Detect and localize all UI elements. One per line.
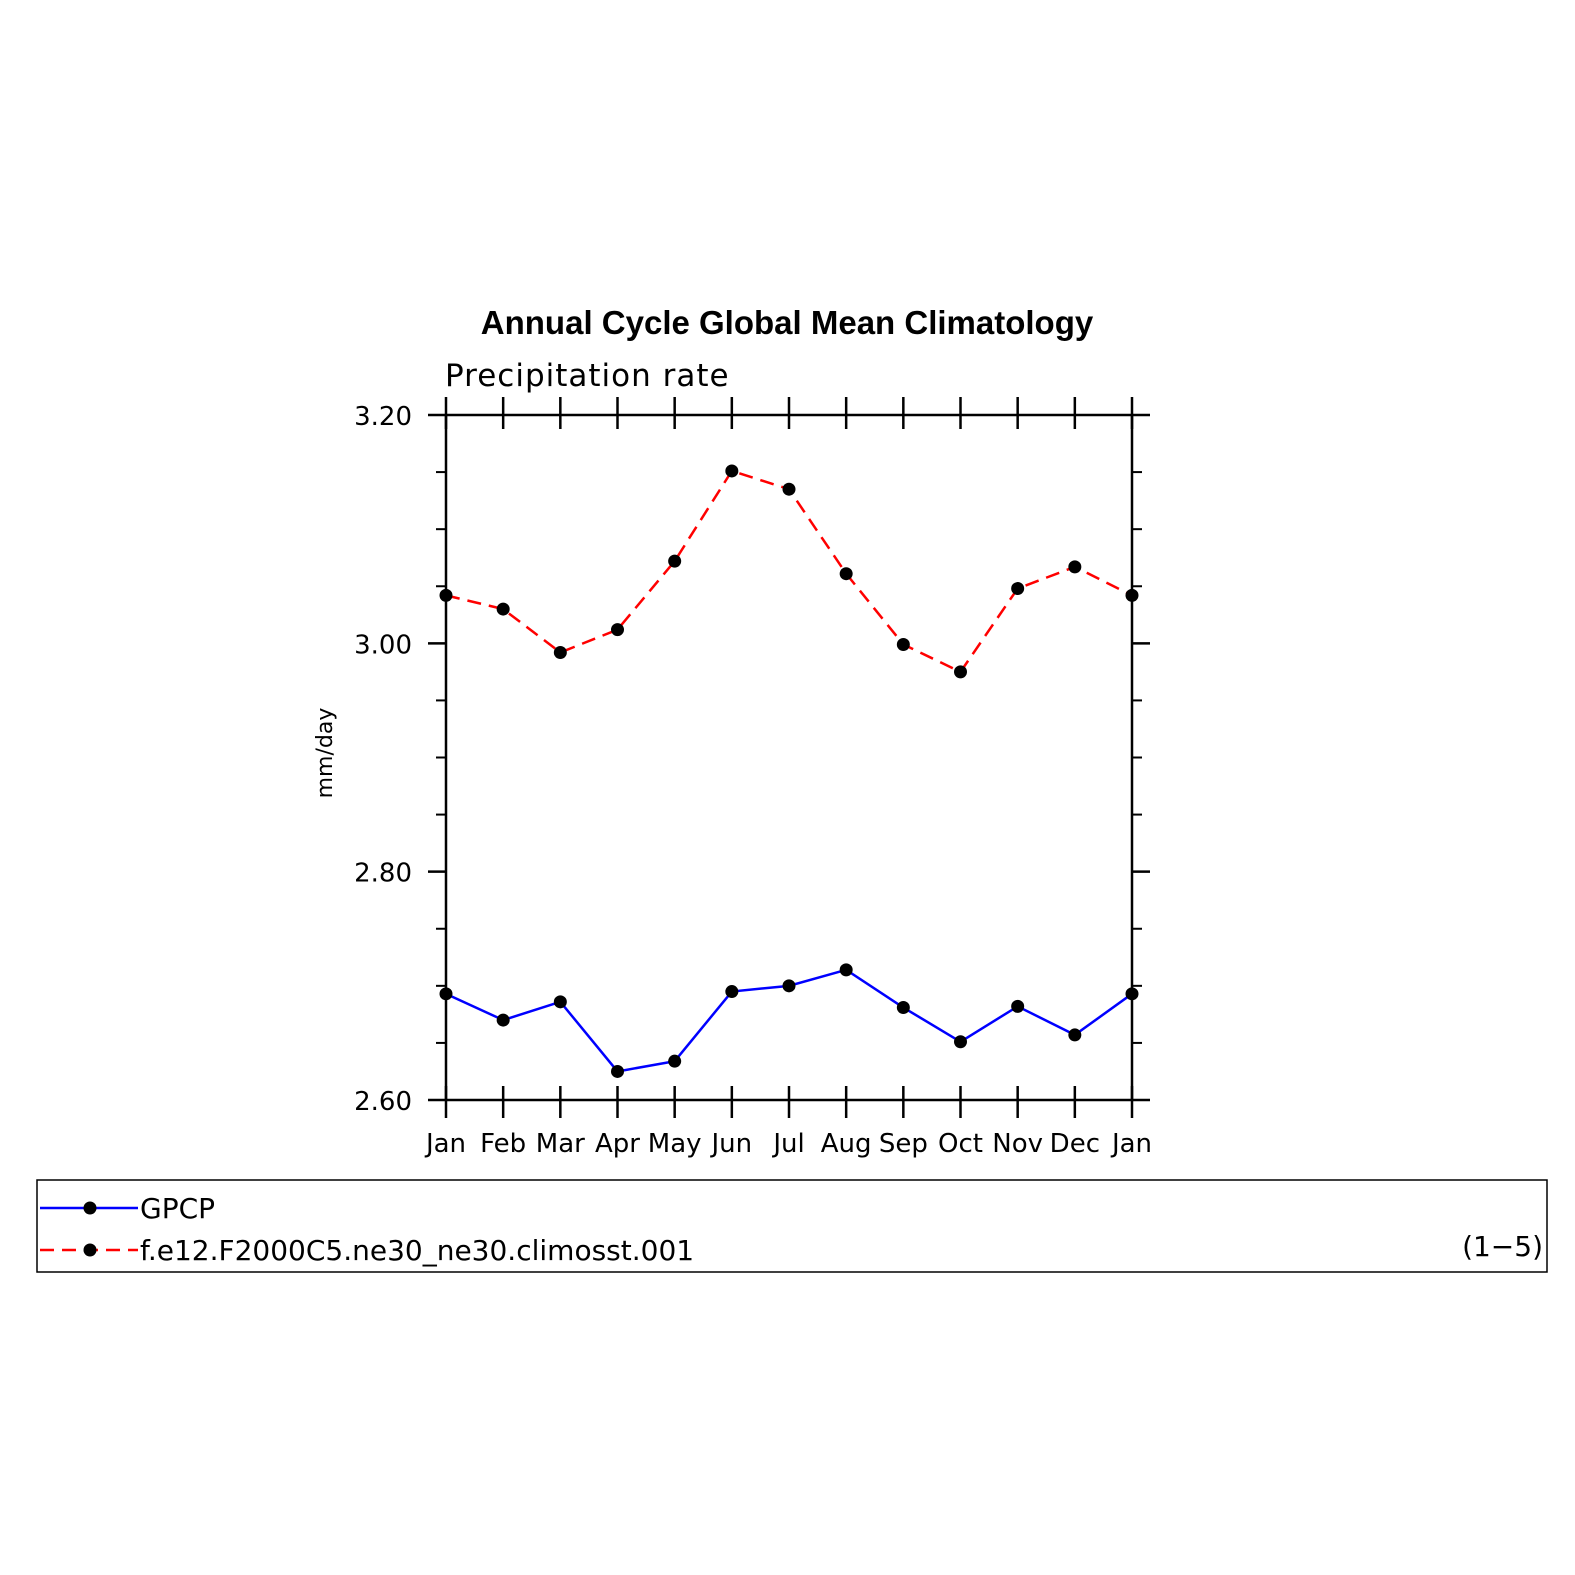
x-tick-label: May — [648, 1129, 702, 1159]
data-point — [954, 1035, 967, 1049]
x-tick-label: Sep — [879, 1129, 928, 1159]
y-tick-labels: 2.60 2.80 3.00 3.20 — [354, 402, 412, 1117]
data-point — [611, 1064, 624, 1078]
x-tick-label: Dec — [1050, 1129, 1100, 1159]
x-tick-label: Apr — [595, 1129, 640, 1159]
data-point — [725, 464, 739, 478]
data-point — [839, 963, 853, 977]
data-point — [439, 588, 453, 602]
chart-title: Annual Cycle Global Mean Climatology — [481, 304, 1094, 341]
x-tick-label: Oct — [938, 1129, 983, 1159]
data-point — [782, 482, 796, 496]
data-point — [496, 602, 510, 616]
series-points — [439, 464, 1139, 1078]
y-tick-label: 3.00 — [354, 630, 412, 660]
y-axis-label: mm/day — [313, 708, 338, 799]
data-point — [496, 1013, 510, 1027]
x-tick-label: Aug — [821, 1129, 872, 1159]
data-point — [668, 1054, 682, 1068]
data-point — [553, 645, 567, 659]
x-tick-label: Jul — [771, 1129, 804, 1159]
x-tick-label: Mar — [536, 1129, 585, 1159]
data-point — [668, 554, 682, 568]
plot-frame — [444, 413, 1134, 1102]
data-point — [1068, 1028, 1082, 1042]
data-point — [839, 567, 853, 581]
legend-note: (1−5) — [1462, 1230, 1543, 1263]
x-tick-label: Jun — [710, 1129, 753, 1159]
x-tick-labels: Jan Feb Mar Apr May Jun Jul Aug Sep Oct Nov Dec Jan — [424, 1129, 1152, 1159]
data-point — [553, 995, 567, 1009]
legend-marker-1 — [83, 1201, 97, 1215]
series-line-2 — [445, 469, 1133, 674]
data-point — [1011, 999, 1025, 1013]
axis-ticks — [428, 397, 1150, 1118]
legend-label-2: f.e12.F2000C5.ne30_ne30.climosst.001 — [140, 1234, 694, 1267]
data-point — [896, 1001, 910, 1015]
legend: GPCP f.e12.F2000C5.ne30_ne30.climosst.001 — [40, 1192, 694, 1267]
x-tick-label: Feb — [480, 1129, 526, 1159]
y-tick-label: 2.60 — [354, 1087, 412, 1117]
legend-marker-2 — [83, 1243, 97, 1257]
legend-label-1: GPCP — [140, 1192, 215, 1225]
data-point — [896, 637, 910, 651]
data-point — [1125, 588, 1139, 602]
y-tick-label: 2.80 — [354, 859, 412, 889]
data-point — [1125, 987, 1139, 1001]
data-point — [725, 985, 739, 999]
x-tick-label: Jan — [424, 1129, 466, 1159]
data-point — [782, 979, 796, 993]
y-tick-label: 3.20 — [354, 402, 412, 432]
legend-box — [36, 1179, 1548, 1273]
x-tick-label: Nov — [992, 1129, 1043, 1159]
data-point — [1068, 560, 1082, 574]
chart-subtitle: Precipitation rate — [445, 358, 730, 394]
data-point — [439, 987, 453, 1001]
data-point — [611, 623, 624, 637]
data-point — [954, 665, 967, 679]
data-point — [1011, 582, 1025, 596]
x-tick-label: Jan — [1110, 1129, 1152, 1159]
